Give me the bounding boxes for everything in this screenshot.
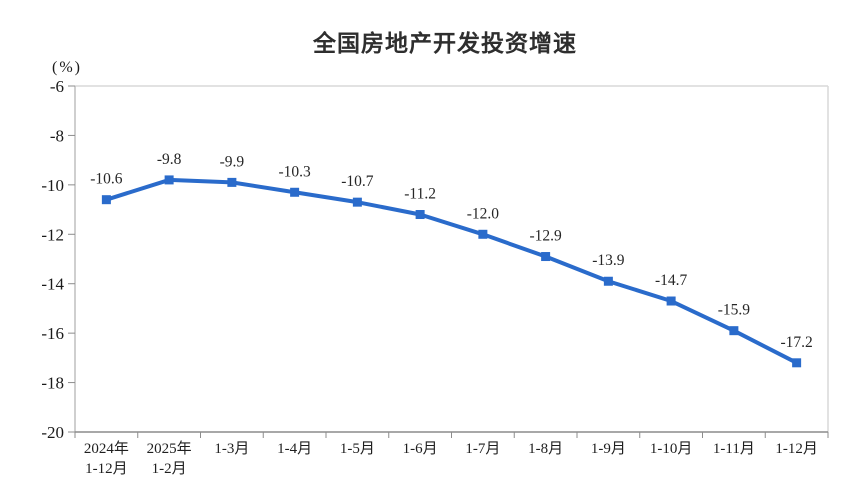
x-axis-tick-label: 1-5月 [340,441,375,457]
y-axis-tick-label: -6 [50,77,64,96]
x-axis-tick-label: 1-11月 [713,441,755,457]
data-point-marker [478,229,488,239]
y-axis-tick-label: -8 [50,126,64,145]
x-axis-tick-label: 1-9月 [591,441,626,457]
data-point-label: -11.2 [404,186,436,203]
data-point-label: -12.9 [529,228,562,245]
data-point-label: -17.2 [780,334,812,351]
y-axis-tick-label: -12 [41,225,64,244]
data-point-marker [792,358,802,368]
x-axis-tick-label: 1-10月 [650,441,693,457]
data-point-label: -12.0 [467,205,500,222]
data-point-marker [541,252,551,262]
data-point-marker [415,210,425,220]
x-axis-tick-label: 1-8月 [528,441,563,457]
data-point-marker [603,276,613,286]
data-point-label: -10.6 [90,171,123,188]
chart-title: 全国房地产开发投资增速 [313,30,577,56]
data-point-marker [101,195,111,205]
y-axis-unit-label: (%) [52,59,82,76]
x-axis-tick-label: 1-12月 [775,441,818,457]
data-point-label: -10.3 [278,163,311,180]
data-point-marker [290,187,300,197]
x-axis-tick-label: 1-6月 [403,441,438,457]
data-point-marker [227,177,237,187]
data-point-marker [729,326,739,336]
x-axis-tick-label: 1-3月 [214,441,249,457]
data-point-label: -14.7 [655,272,688,289]
x-axis-tick-label: 2024年 1-12月 [84,440,129,477]
x-axis-tick-label: 2025年 1-2月 [147,440,192,477]
data-point-marker [352,197,362,207]
y-axis-tick-label: -16 [41,324,64,343]
y-axis-tick-label: -14 [41,275,64,294]
data-point-label: -13.9 [592,252,625,269]
data-point-marker [666,296,676,306]
y-axis-tick-label: -20 [41,423,64,442]
data-point-marker [164,175,174,185]
x-axis-tick-label: 1-4月 [277,441,312,457]
data-point-label: -9.9 [220,153,245,170]
x-axis-tick-label: 1-7月 [465,441,500,457]
data-point-label: -10.7 [341,173,374,190]
data-point-label: -9.8 [157,151,182,168]
trend-line [104,177,799,365]
y-axis-tick-label: -18 [41,374,64,393]
y-axis-tick-label: -10 [41,176,64,195]
data-point-label: -15.9 [718,302,751,319]
